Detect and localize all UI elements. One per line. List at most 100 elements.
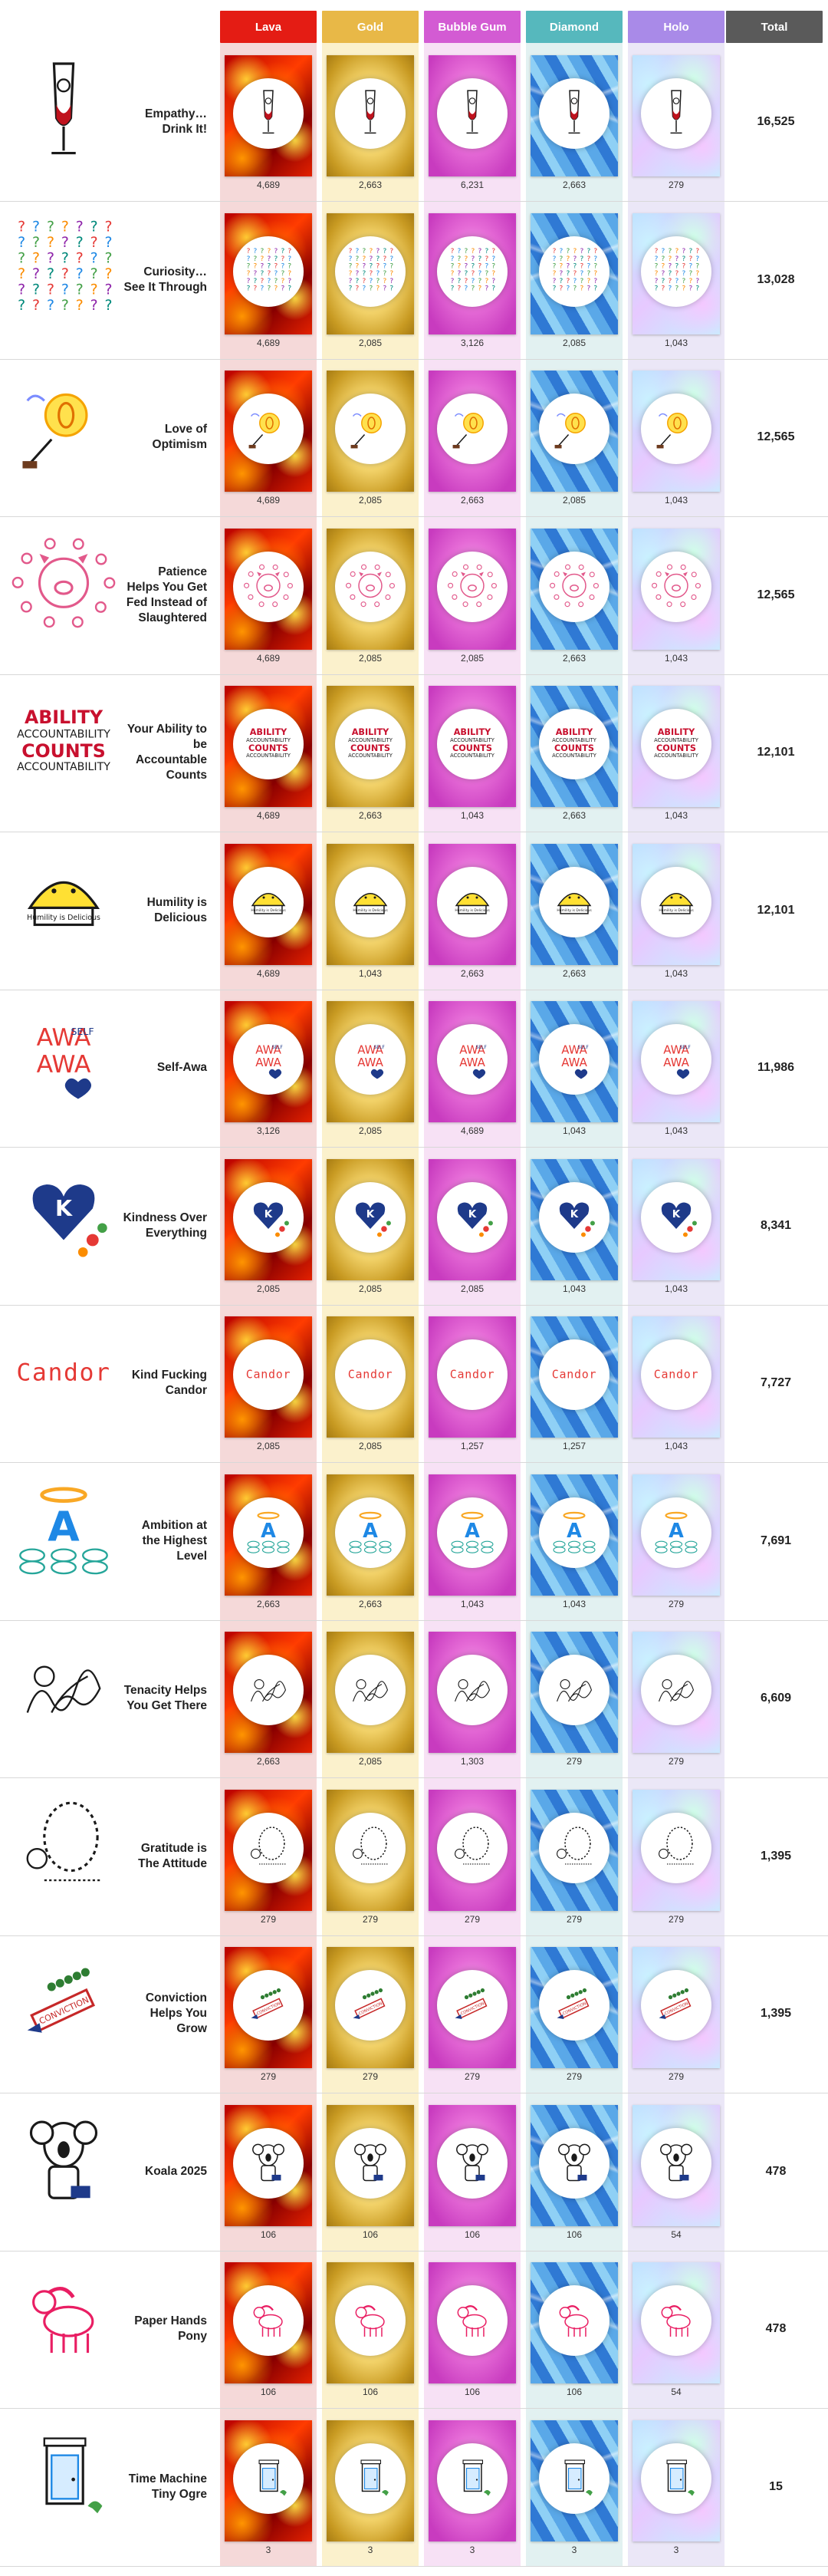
gold-variant-card[interactable] — [327, 2420, 414, 2541]
bubble-gum-variant-card[interactable] — [429, 2420, 516, 2541]
diamond-variant-card[interactable]: Humility is Delicious — [531, 844, 618, 965]
lava-variant-card[interactable] — [225, 1790, 312, 1911]
lava-variant-card[interactable] — [225, 1632, 312, 1753]
optimism-sun-thumbnail[interactable] — [6, 370, 121, 504]
diamond-variant-card[interactable] — [531, 1790, 618, 1911]
diamond-variant-card[interactable]: AWA AWA SELF — [531, 1001, 618, 1122]
koala-thumbnail[interactable] — [6, 2104, 121, 2238]
diamond-variant-card[interactable]: Candor — [531, 1316, 618, 1438]
bubble-gum-variant-card[interactable] — [429, 1790, 516, 1911]
humility-pie-thumbnail[interactable]: Humility is Delicious — [6, 843, 121, 977]
gold-variant-card[interactable]: ABILITY ACCOUNTABILITY COUNTS ACCOUNTABI… — [327, 686, 414, 807]
lava-variant-card[interactable] — [225, 2420, 312, 2541]
gold-variant-card[interactable]: Humility is Delicious — [327, 844, 414, 965]
diamond-variant-card[interactable]: ABILITY ACCOUNTABILITY COUNTS ACCOUNTABI… — [531, 686, 618, 807]
time-machine-thumbnail[interactable] — [6, 2420, 121, 2554]
holo-variant-card[interactable] — [632, 1790, 720, 1911]
gold-variant-card[interactable] — [327, 2262, 414, 2383]
gold-variant-card[interactable] — [327, 529, 414, 650]
holo-variant-card[interactable] — [632, 2262, 720, 2383]
holo-variant-card[interactable]: A — [632, 1474, 720, 1596]
lava-variant-card[interactable]: ????????????????????????????????????????… — [225, 213, 312, 334]
bubble-gum-variant-card[interactable] — [429, 55, 516, 176]
bubble-gum-variant-card[interactable] — [429, 1632, 516, 1753]
ambition-halo-thumbnail[interactable]: A — [6, 1474, 121, 1608]
holo-variant-card[interactable] — [632, 529, 720, 650]
holo-variant-card[interactable] — [632, 371, 720, 492]
diamond-variant-card[interactable] — [531, 2105, 618, 2226]
candor-thumbnail[interactable]: Candor — [6, 1316, 121, 1450]
wine-glass-thumbnail[interactable] — [6, 54, 121, 189]
gold-variant-card[interactable] — [327, 371, 414, 492]
gold-variant-card[interactable]: CONVICTION — [327, 1947, 414, 2068]
gold-variant-card[interactable] — [327, 1790, 414, 1911]
lava-variant-card[interactable] — [225, 529, 312, 650]
holo-variant-card[interactable]: CONVICTION — [632, 1947, 720, 2068]
diamond-variant-card[interactable] — [531, 55, 618, 176]
gold-variant-card[interactable]: AWA AWA SELF — [327, 1001, 414, 1122]
lava-variant-card[interactable]: AWA AWA SELF — [225, 1001, 312, 1122]
bubble-gum-variant-card[interactable] — [429, 2262, 516, 2383]
conviction-thumbnail[interactable]: CONVICTION — [6, 1946, 121, 2080]
gold-variant-card[interactable]: A — [327, 1474, 414, 1596]
bubble-gum-variant-card[interactable]: Candor — [429, 1316, 516, 1438]
diamond-variant-card[interactable]: A — [531, 1474, 618, 1596]
holo-variant-card[interactable] — [632, 2420, 720, 2541]
lava-variant-card[interactable]: Candor — [225, 1316, 312, 1438]
lava-variant-card[interactable] — [225, 2105, 312, 2226]
question-marks-thumbnail[interactable]: ????????????????????????????????????????… — [6, 212, 121, 347]
diamond-variant-card[interactable]: K — [531, 1159, 618, 1280]
gold-variant-card[interactable] — [327, 2105, 414, 2226]
pony-thumbnail[interactable] — [6, 2261, 121, 2396]
bubble-gum-variant-card[interactable]: ????????????????????????????????????????… — [429, 213, 516, 334]
lava-variant-card[interactable]: CONVICTION — [225, 1947, 312, 2068]
diamond-variant-card[interactable] — [531, 1632, 618, 1753]
tenacity-scribble-thumbnail[interactable] — [6, 1631, 121, 1765]
holo-variant-card[interactable] — [632, 1632, 720, 1753]
holo-variant-card[interactable] — [632, 2105, 720, 2226]
lava-variant-card[interactable]: A — [225, 1474, 312, 1596]
gold-variant-card[interactable]: K — [327, 1159, 414, 1280]
svg-text:?: ? — [349, 270, 353, 278]
diamond-variant-card[interactable]: ????????????????????????????????????????… — [531, 213, 618, 334]
bubble-gum-variant-card[interactable] — [429, 2105, 516, 2226]
gold-variant-card[interactable] — [327, 1632, 414, 1753]
kindness-hearts-thumbnail[interactable]: K — [6, 1158, 121, 1293]
lava-variant-card[interactable]: ABILITY ACCOUNTABILITY COUNTS ACCOUNTABI… — [225, 686, 312, 807]
lava-variant-card[interactable] — [225, 55, 312, 176]
bubble-gum-variant-card[interactable] — [429, 529, 516, 650]
bubble-gum-variant-card[interactable] — [429, 371, 516, 492]
diamond-variant-card[interactable] — [531, 529, 618, 650]
self-awa-thumbnail[interactable]: AWA AWA SELF — [6, 1000, 121, 1135]
svg-text:Candor: Candor — [552, 1367, 597, 1381]
svg-text:?: ? — [580, 278, 583, 285]
bubble-gum-variant-card[interactable]: AWA AWA SELF — [429, 1001, 516, 1122]
gratitude-face-thumbnail[interactable] — [6, 1789, 121, 1923]
lava-variant-card[interactable] — [225, 2262, 312, 2383]
pig-thumbnail[interactable] — [6, 528, 121, 662]
lava-variant-card[interactable] — [225, 371, 312, 492]
bubble-gum-variant-card[interactable]: A — [429, 1474, 516, 1596]
holo-variant-card[interactable]: Candor — [632, 1316, 720, 1438]
holo-variant-card[interactable]: Humility is Delicious — [632, 844, 720, 965]
holo-variant-card[interactable]: AWA AWA SELF — [632, 1001, 720, 1122]
diamond-variant-card[interactable]: CONVICTION — [531, 1947, 618, 2068]
bubble-gum-variant-card[interactable]: CONVICTION — [429, 1947, 516, 2068]
diamond-variant-card[interactable] — [531, 2420, 618, 2541]
lava-variant-card[interactable]: Humility is Delicious — [225, 844, 312, 965]
holo-variant-card[interactable]: ABILITY ACCOUNTABILITY COUNTS ACCOUNTABI… — [632, 686, 720, 807]
holo-variant-card[interactable]: K — [632, 1159, 720, 1280]
holo-variant-card[interactable]: ????????????????????????????????????????… — [632, 213, 720, 334]
bubble-gum-variant-card[interactable]: ABILITY ACCOUNTABILITY COUNTS ACCOUNTABI… — [429, 686, 516, 807]
bubble-gum-variant-card[interactable]: Humility is Delicious — [429, 844, 516, 965]
holo-variant-card[interactable] — [632, 55, 720, 176]
diamond-variant-card[interactable] — [531, 2262, 618, 2383]
gold-variant-card[interactable]: ????????????????????????????????????????… — [327, 213, 414, 334]
gold-variant-card[interactable]: Candor — [327, 1316, 414, 1438]
diamond-variant-card[interactable] — [531, 371, 618, 492]
lava-variant-card[interactable]: K — [225, 1159, 312, 1280]
ability-counts-thumbnail[interactable]: ABILITY ACCOUNTABILITY COUNTS ACCOUNTABI… — [6, 685, 121, 819]
gold-variant-card[interactable] — [327, 55, 414, 176]
bubble-gum-variant-card[interactable]: K — [429, 1159, 516, 1280]
variant-count: 2,663 — [460, 495, 485, 506]
